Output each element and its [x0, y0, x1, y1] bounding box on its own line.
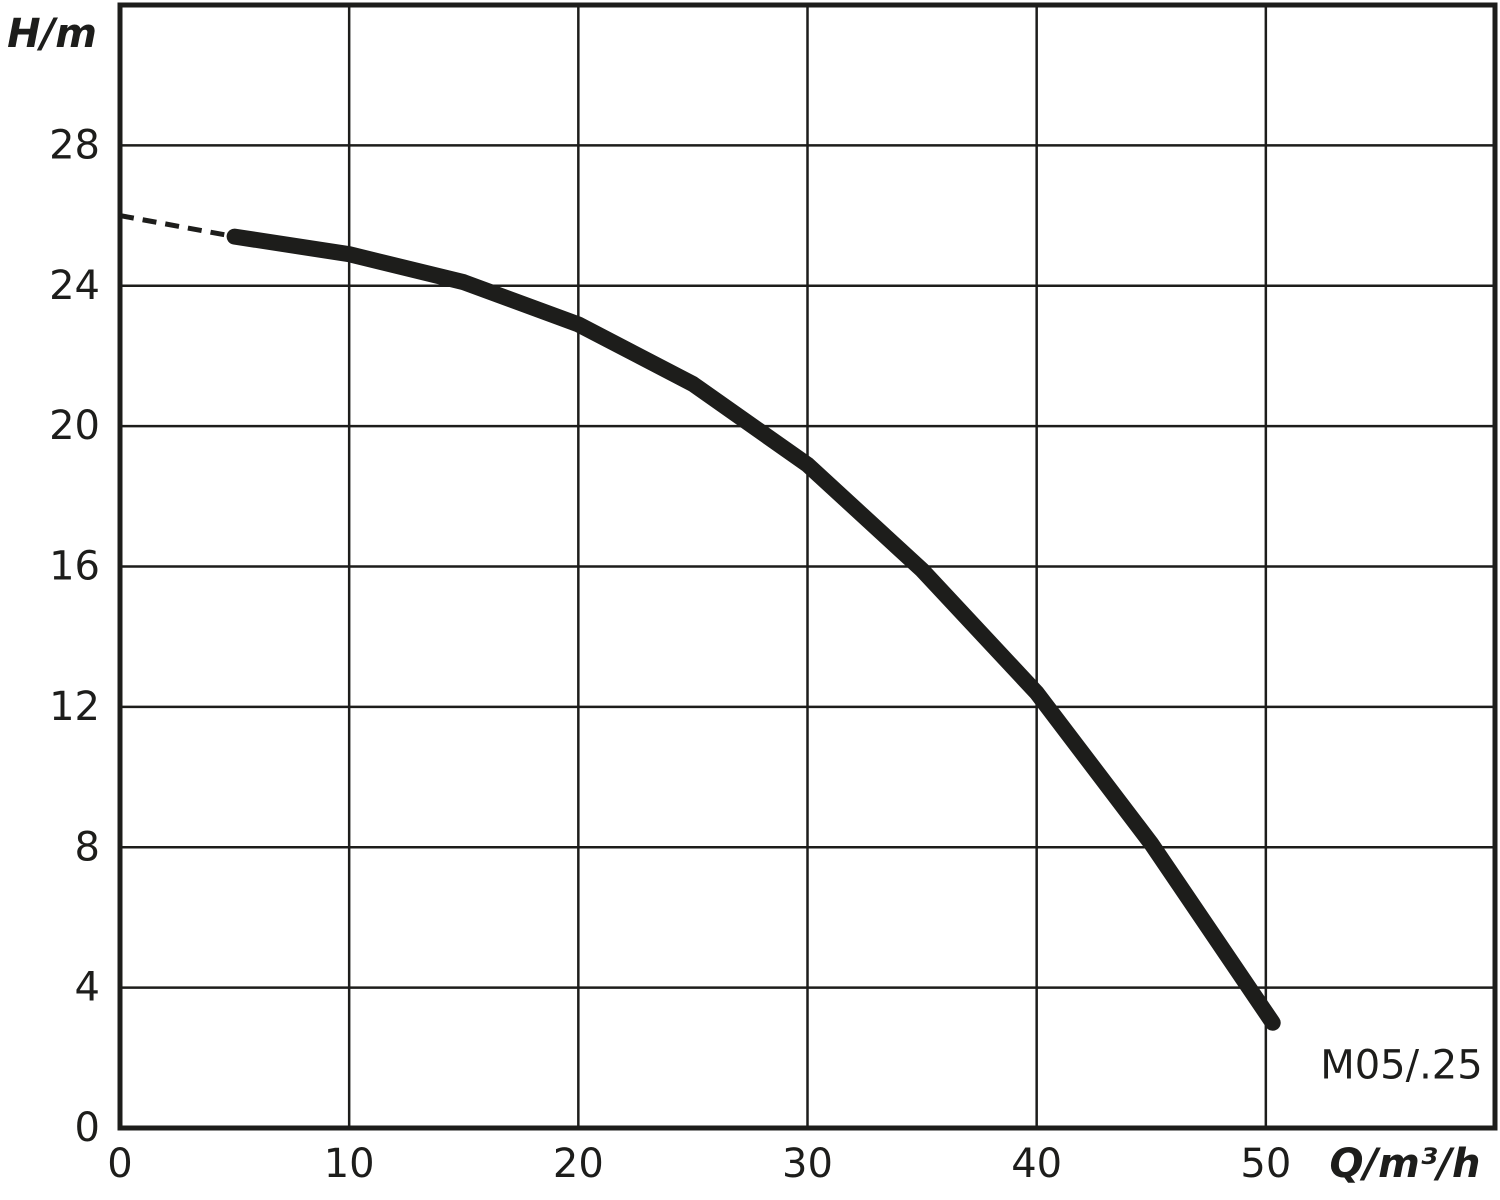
x-tick-label: 20 [553, 1141, 604, 1187]
y-tick-label: 20 [49, 403, 100, 449]
y-tick-label: 16 [49, 544, 100, 590]
curve-label: M05/.25 [1320, 1043, 1483, 1089]
y-tick-label: 28 [49, 122, 100, 168]
x-tick-label: 50 [1240, 1141, 1291, 1187]
x-tick-label: 0 [107, 1141, 132, 1187]
y-tick-label: 4 [75, 965, 100, 1011]
x-tick-label: 40 [1011, 1141, 1062, 1187]
y-tick-label: 12 [49, 684, 100, 730]
pump-curve [226, 228, 1281, 1031]
x-axis-title: Q/m³/h [1330, 1141, 1481, 1187]
plot-frame [117, 2, 1498, 1131]
y-tick-label: 24 [49, 263, 100, 309]
y-tick-label: 8 [75, 824, 100, 870]
y-tick-label: 0 [75, 1105, 100, 1151]
pump-curve [119, 213, 236, 240]
x-tick-label: 30 [782, 1141, 833, 1187]
y-axis-title: H/m [7, 11, 97, 57]
x-tick-label: 10 [324, 1141, 375, 1187]
